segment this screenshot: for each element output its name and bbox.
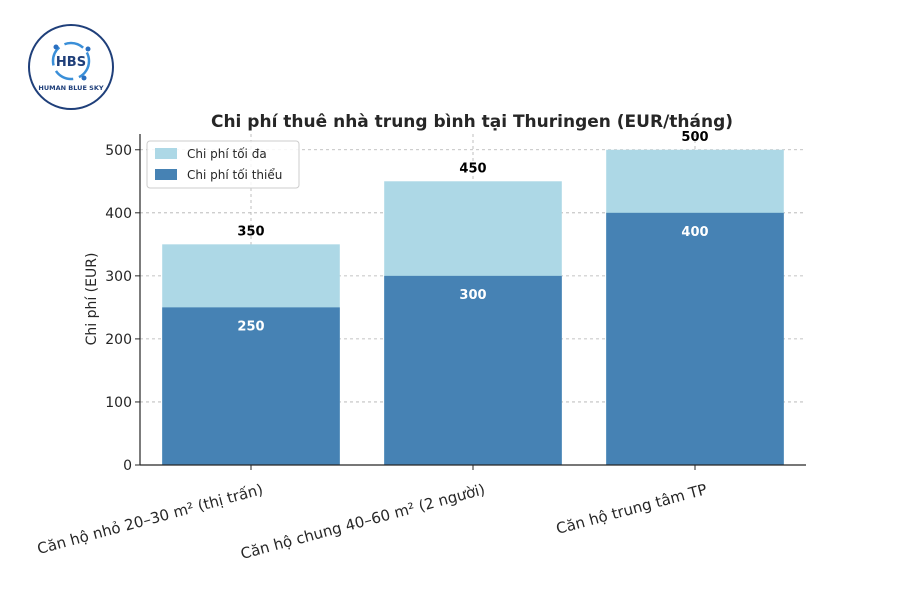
logo-dot [85, 46, 91, 52]
y-axis-label: Chi phí (EUR) [84, 253, 100, 346]
bar-min [606, 212, 784, 465]
legend-swatch-min [155, 169, 177, 180]
axes [135, 134, 806, 470]
legend-label-min: Chi phí tối thiểu [187, 168, 282, 182]
logo-dot [53, 44, 59, 50]
y-tick-label: 400 [105, 206, 132, 222]
data-label-max: 450 [459, 161, 486, 176]
logo-ring [28, 24, 114, 110]
legend: Chi phí tối đa Chi phí tối thiểu [146, 140, 300, 189]
data-label-min: 300 [459, 288, 486, 303]
legend-swatch-max [155, 148, 177, 159]
y-tick-label: 200 [105, 332, 132, 348]
data-labels: 350 250 450 300 500 400 [237, 130, 708, 335]
y-tick-label: 300 [105, 269, 132, 285]
y-tick-label: 500 [105, 143, 132, 159]
bars [162, 149, 784, 466]
data-label-min: 400 [681, 225, 708, 240]
logo-text: HUMAN BLUE SKY [38, 84, 103, 92]
logo-swirl [51, 41, 91, 81]
bar-min [384, 275, 562, 465]
human-blue-sky-logo: HBS HUMAN BLUE SKY [28, 24, 114, 110]
y-tick-label: 0 [123, 458, 132, 474]
data-label-max: 500 [681, 130, 708, 145]
logo-dot [81, 75, 87, 81]
legend-label-max: Chi phí tối đa [187, 147, 267, 161]
logo-monogram: HBS [56, 55, 86, 70]
chart-title: Chi phí thuê nhà trung bình tại Thuringe… [211, 112, 733, 132]
legend-box [146, 140, 300, 189]
x-tick-label: Căn hộ nhỏ 20–30 m² (thị trấn) [35, 480, 265, 558]
x-tick-label: Căn hộ chung 40–60 m² (2 người) [239, 480, 487, 563]
data-label-min: 250 [237, 319, 264, 334]
data-label-max: 350 [237, 224, 264, 239]
y-tick-label: 100 [105, 395, 132, 411]
bar-min [162, 307, 340, 465]
x-tick-label: Căn hộ trung tâm TP [554, 480, 709, 538]
